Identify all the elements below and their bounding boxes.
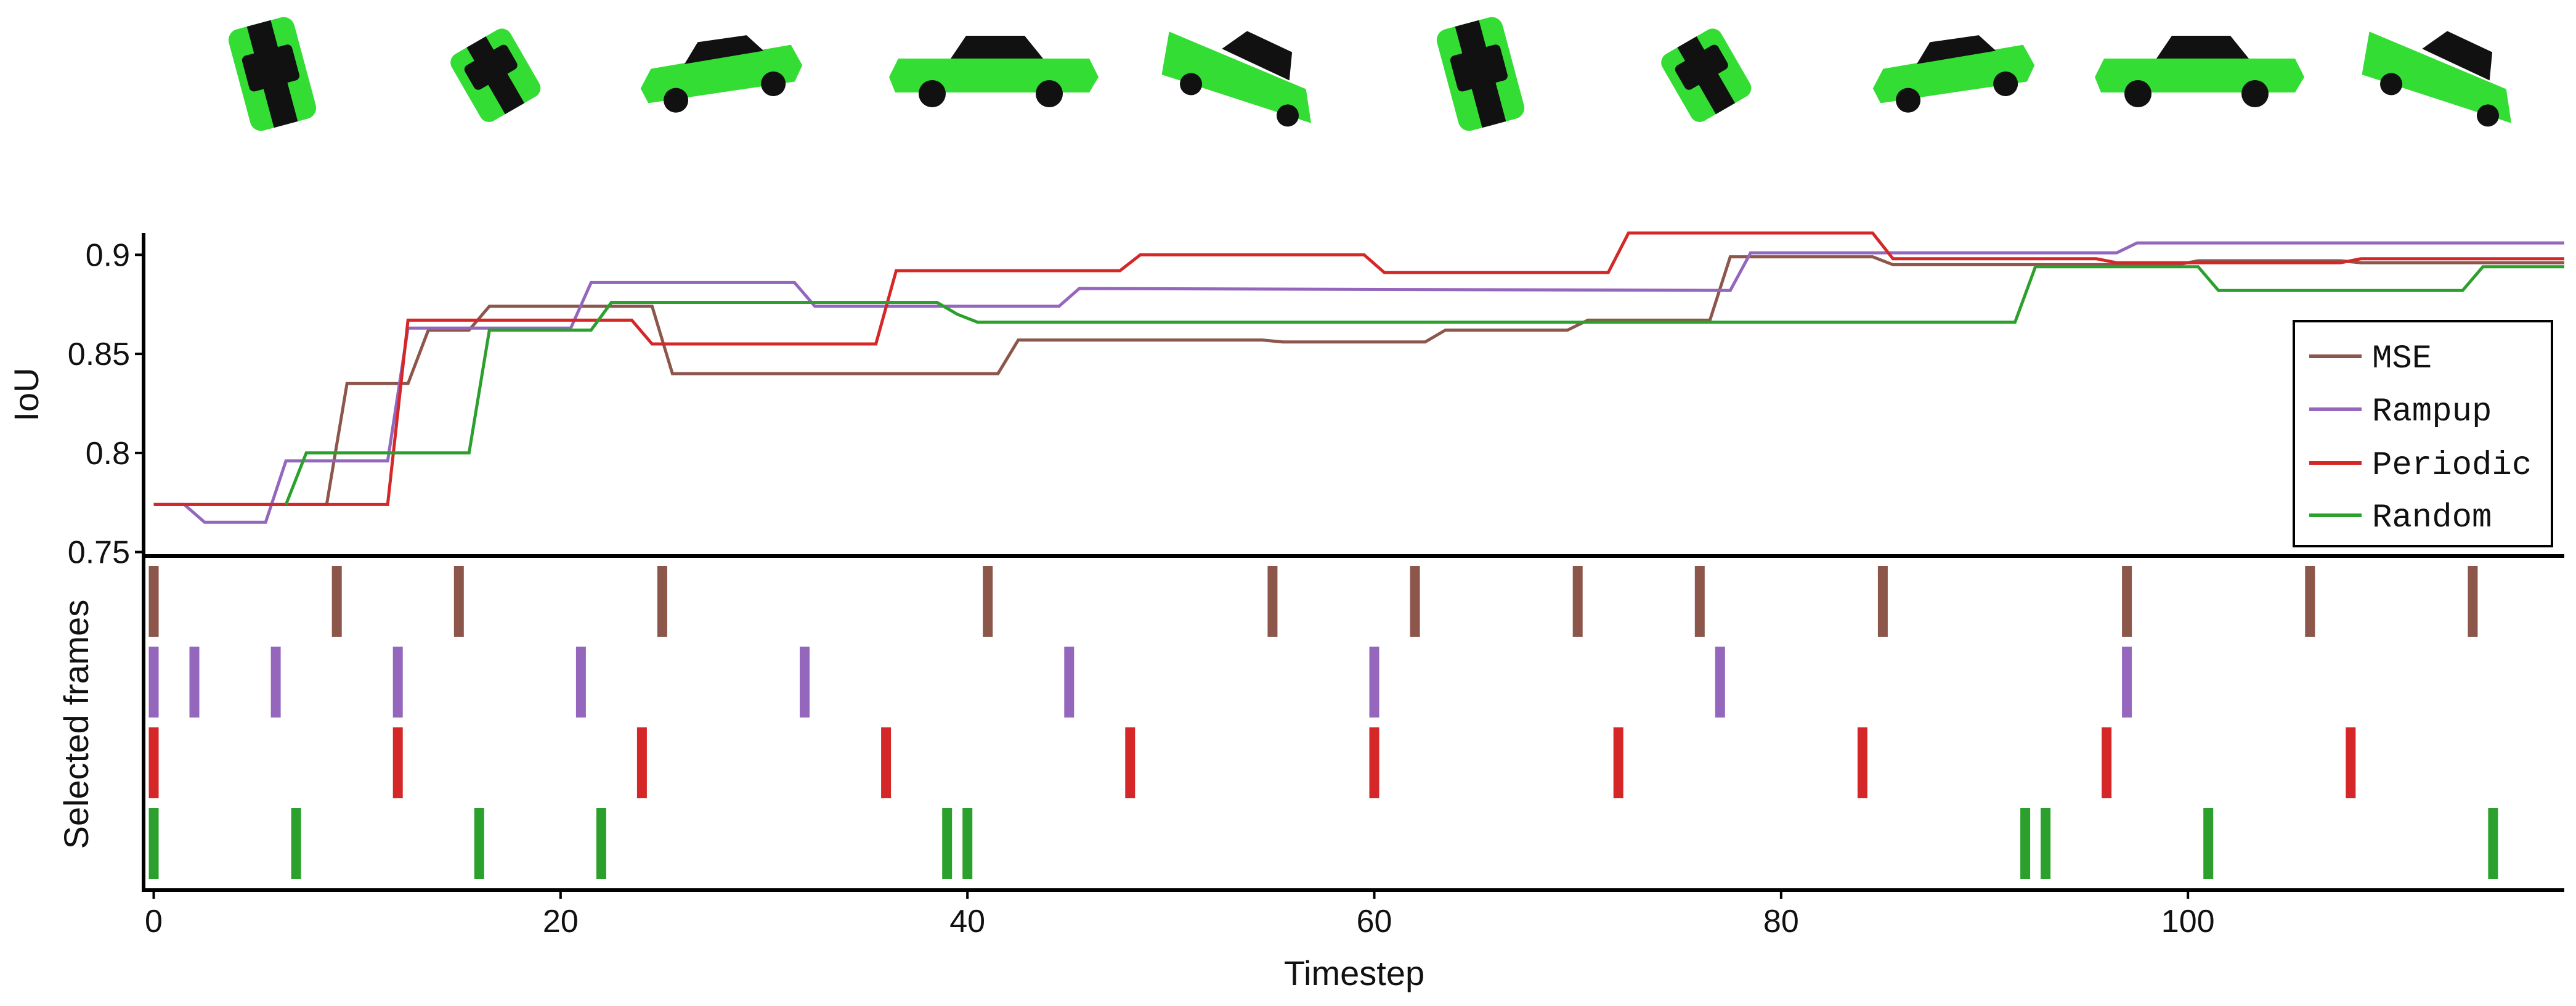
legend-box — [2293, 320, 2553, 547]
x-tick-label: 0 — [145, 904, 163, 939]
frame-marker-mse — [2305, 566, 2315, 637]
car-render-top-tilted-icon — [228, 17, 317, 131]
frame-marker-mse — [453, 566, 464, 637]
frame-marker-random — [962, 808, 973, 879]
car-render-front-angled-icon — [2362, 31, 2512, 127]
x-axis-title: Timestep — [1284, 954, 1424, 992]
frame-marker-random — [148, 808, 159, 879]
car-render-top-rear-icon — [450, 28, 541, 122]
legend: MSE Rampup Periodic Random — [2293, 320, 2553, 547]
frame-marker-mse — [2122, 566, 2132, 637]
x-tick-label: 100 — [2161, 904, 2215, 939]
x-tick-label: 60 — [1357, 904, 1392, 939]
series-line-random — [284, 265, 2564, 505]
y-tick-label: 0.85 — [68, 337, 130, 372]
car-render-side-icon — [2095, 36, 2304, 107]
frame-marker-rampup — [1715, 647, 1725, 718]
frame-marker-mse — [1572, 566, 1583, 637]
frame-marker-rampup — [575, 647, 586, 718]
frame-marker-rampup — [800, 647, 810, 718]
legend-entry-mse: MSE — [2309, 340, 2432, 378]
frame-marker-random — [474, 808, 484, 879]
frame-marker-rampup — [392, 647, 403, 718]
series-line-mse — [153, 255, 2564, 506]
frame-marker-random — [2488, 808, 2498, 879]
frame-marker-periodic — [881, 727, 892, 798]
y-tick-label: 0.9 — [86, 237, 130, 273]
car-render-top-tilted-icon — [1436, 17, 1525, 131]
frame-marker-mse — [983, 566, 993, 637]
iou-line-plot: 0.75 0.8 0.85 0.9 IoU MSE Rampup Periodic R… — [7, 231, 2564, 571]
frame-marker-mse — [148, 566, 159, 637]
frame-marker-periodic — [2102, 727, 2112, 798]
car-render-front-angled-icon — [1161, 31, 1312, 127]
frame-marker-mse — [331, 566, 342, 637]
car-render-top-rear-icon — [1661, 28, 1752, 122]
frame-marker-periodic — [2346, 727, 2356, 798]
x-tick-label: 80 — [1763, 904, 1799, 939]
frame-marker-mse — [1267, 566, 1278, 637]
legend-label-random: Random — [2372, 499, 2492, 537]
legend-entry-periodic: Periodic — [2309, 447, 2532, 485]
frame-marker-rampup — [1064, 647, 1075, 718]
frame-marker-random — [596, 808, 606, 879]
frame-marker-periodic — [1857, 727, 1867, 798]
car-render-side-left-icon — [1872, 35, 2035, 113]
frame-marker-random — [291, 808, 301, 879]
frame-marker-periodic — [148, 727, 159, 798]
legend-entry-random: Random — [2309, 499, 2492, 537]
frame-marker-periodic — [392, 727, 403, 798]
frame-marker-random — [942, 808, 953, 879]
frame-marker-periodic — [1613, 727, 1623, 798]
legend-entry-rampup: Rampup — [2309, 393, 2492, 431]
frame-marker-mse — [1694, 566, 1705, 637]
frame-marker-random — [2203, 808, 2214, 879]
legend-label-rampup: Rampup — [2372, 393, 2492, 431]
frame-marker-rampup — [148, 647, 159, 718]
frame-marker-periodic — [636, 727, 647, 798]
x-tick-label: 40 — [949, 904, 985, 939]
frames-y-axis-title: Selected frames — [57, 600, 95, 849]
legend-label-periodic: Periodic — [2372, 447, 2532, 485]
frame-marker-rampup — [189, 647, 200, 718]
frame-marker-random — [2041, 808, 2051, 879]
iou-y-axis-title: IoU — [7, 367, 46, 421]
legend-label-mse: MSE — [2372, 340, 2432, 378]
series-line-periodic — [153, 231, 2564, 506]
frame-marker-random — [2020, 808, 2031, 879]
car-render-side-left-icon — [640, 35, 803, 113]
frame-marker-mse — [1877, 566, 1888, 637]
y-tick-label: 0.8 — [86, 436, 130, 472]
frame-marker-rampup — [270, 647, 281, 718]
frame-marker-rampup — [2122, 647, 2132, 718]
frame-marker-mse — [2468, 566, 2478, 637]
frame-marker-mse — [1410, 566, 1420, 637]
x-tick-label: 20 — [543, 904, 579, 939]
frame-marker-periodic — [1369, 727, 1379, 798]
y-tick-label: 0.75 — [68, 535, 130, 571]
frame-marker-rampup — [1369, 647, 1379, 718]
frame-marker-mse — [657, 566, 667, 637]
car-render-side-icon — [889, 36, 1099, 107]
frame-marker-periodic — [1125, 727, 1136, 798]
selected-frames-plot: Selected frames 0 20 40 60 80 100 Timestep — [57, 556, 2564, 992]
thumbnail-strip — [228, 17, 2512, 131]
series-line-rampup — [153, 241, 2564, 524]
